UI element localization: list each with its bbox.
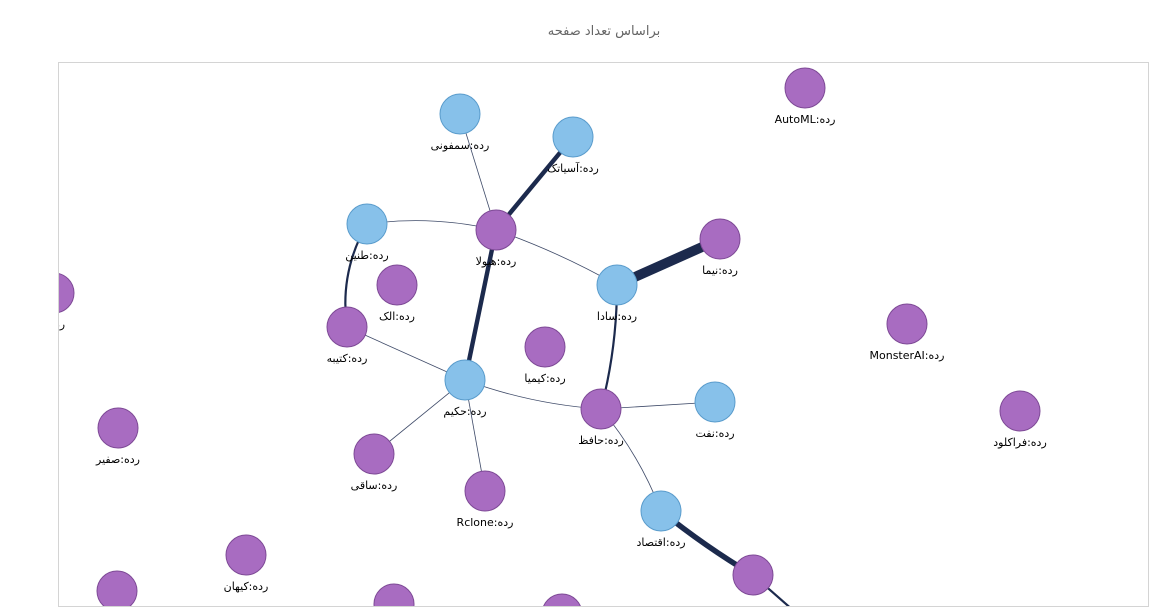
node-bottom_c1[interactable] [373, 583, 415, 606]
node-alak[interactable] [376, 264, 418, 306]
node-monsterai[interactable] [886, 303, 928, 345]
node-label-hakim: رده:حکیم [443, 405, 486, 418]
node-saghi[interactable] [353, 433, 395, 475]
node-symphony[interactable] [439, 93, 481, 135]
node-label-faracloud: رده:فراکلود [993, 436, 1047, 449]
node-label-eghtesad: رده:اقتصاد [636, 536, 685, 549]
node-label-left_edge: رد [59, 318, 65, 331]
node-nima[interactable] [699, 218, 741, 260]
node-bottom_mid[interactable] [732, 554, 774, 596]
node-label-kimia: رده:کیمیا [524, 372, 565, 385]
node-label-hivola: رده:هیولا [476, 255, 517, 268]
edge-katibe-hakim [346, 326, 466, 381]
node-label-hafez: رده:حافظ [578, 434, 624, 447]
node-naft[interactable] [694, 381, 736, 423]
node-kimia[interactable] [524, 326, 566, 368]
node-label-tanin: رده:طنین [345, 249, 388, 262]
node-hakim[interactable] [444, 359, 486, 401]
node-automl[interactable] [784, 67, 826, 109]
node-label-asiatech: رده:آسیاتک [547, 161, 599, 175]
node-bottom_left[interactable] [96, 570, 138, 606]
node-hafez[interactable] [580, 388, 622, 430]
node-label-safir: رده:صفیر [95, 453, 140, 466]
node-bottom_c2[interactable] [542, 593, 582, 606]
node-label-saghi: رده:ساقی [351, 479, 398, 492]
network-graph[interactable]: رده:سمفونی رده:آسیاتک رده:AutoML رده:طنین رد… [59, 63, 1148, 606]
node-rclone[interactable] [464, 470, 506, 512]
node-asiatech[interactable] [552, 116, 594, 158]
node-safir[interactable] [97, 407, 139, 449]
node-katibe[interactable] [326, 306, 368, 348]
node-tanin[interactable] [346, 203, 388, 245]
node-label-symphony: رده:سمفونی [431, 139, 490, 152]
node-label-nima: رده:نیما [702, 264, 738, 277]
node-label-rclone: رده:Rclone [457, 516, 514, 529]
labels-layer: رده:سمفونی رده:آسیاتک رده:AutoML رده:طنین رد… [59, 113, 1047, 593]
node-left_edge[interactable] [59, 273, 75, 313]
edges-layer [344, 113, 790, 606]
node-label-monsterai: رده:MonsterAI [870, 349, 945, 362]
node-label-keyhan: رده:کیهان [224, 580, 269, 593]
node-hivola[interactable] [475, 209, 517, 251]
chart-title: براساس تعداد صفحه [547, 24, 661, 39]
node-label-automl: رده:AutoML [775, 113, 836, 126]
node-label-alak: رده:الک [379, 310, 415, 323]
node-label-katibe: رده:کتیبه [327, 352, 368, 365]
node-keyhan[interactable] [225, 534, 267, 576]
edge-hivola-hakim [462, 229, 499, 381]
node-faracloud[interactable] [999, 390, 1041, 432]
node-label-naft: رده:نفت [695, 427, 734, 440]
graph-canvas[interactable]: رده:سمفونی رده:آسیاتک رده:AutoML رده:طنین رد… [58, 62, 1149, 607]
node-label-sada: رده:سادا [597, 310, 637, 323]
node-eghtesad[interactable] [640, 490, 682, 532]
nodes-layer [59, 67, 1041, 606]
node-sada[interactable] [596, 264, 638, 306]
